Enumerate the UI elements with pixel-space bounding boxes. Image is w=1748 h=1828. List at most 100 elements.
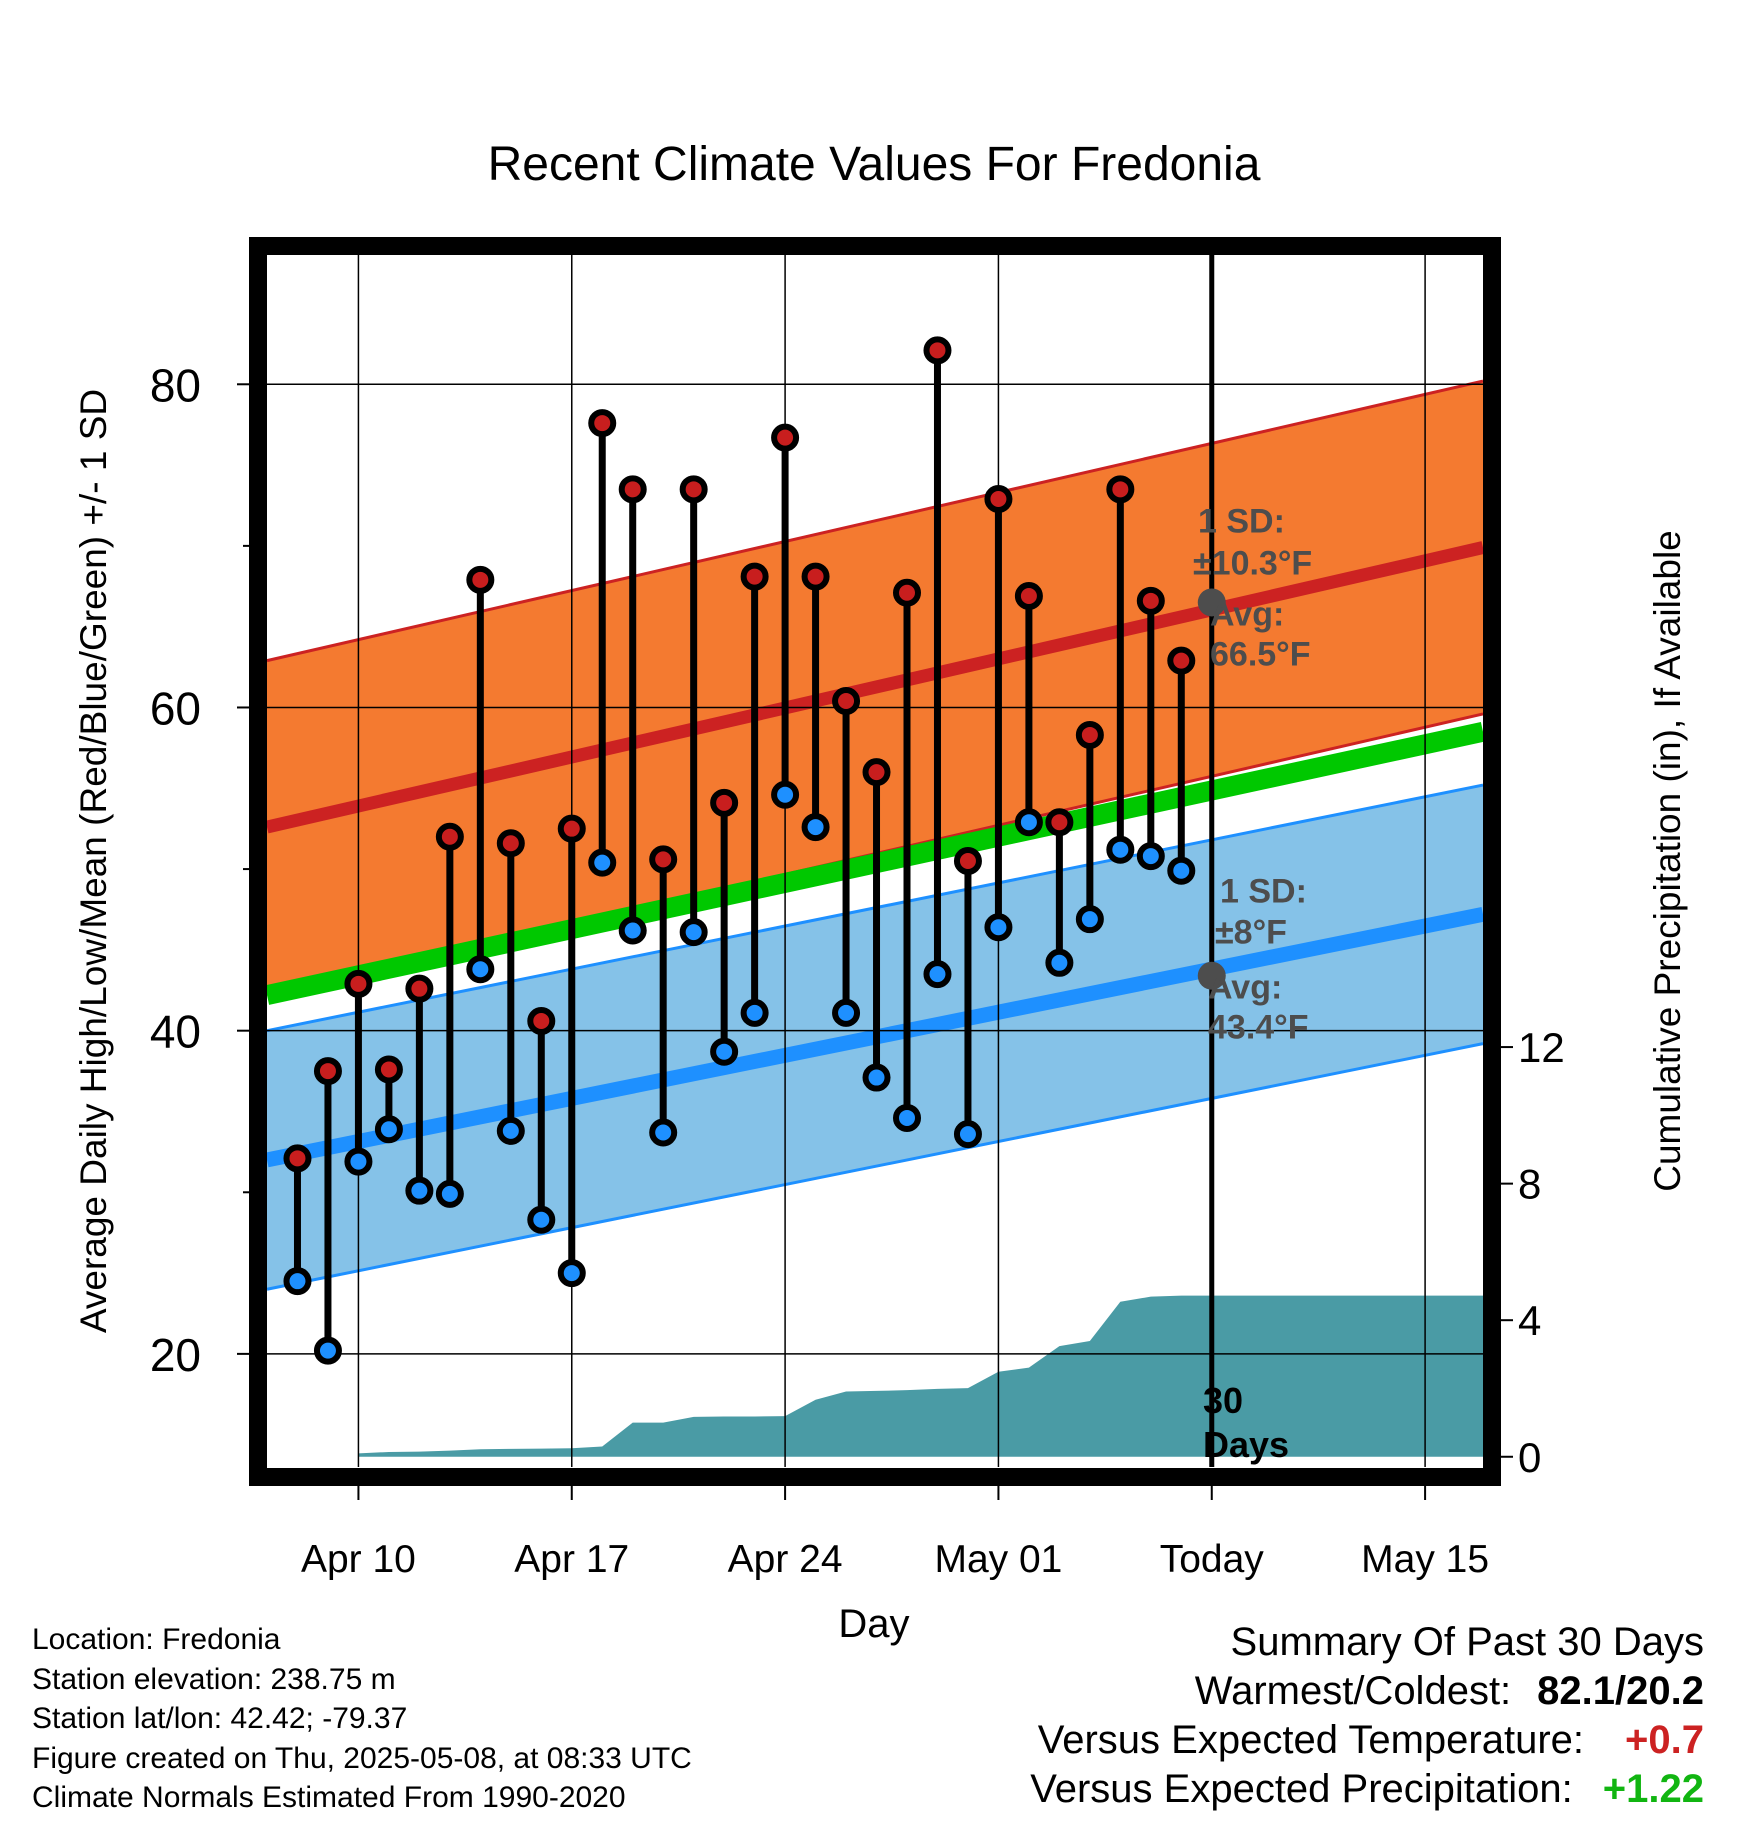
low-today-average-marker [1197,961,1226,990]
days-label-number: 30 [1203,1380,1243,1421]
low-temp-point [1167,856,1196,885]
x-axis-label: Day [838,1602,909,1646]
low-sd-value: ±8°F [1215,914,1287,952]
high-today-average-marker [1197,588,1226,617]
high-temp-point [893,578,921,607]
low-temp-point [618,916,647,945]
high-normal-band-upper-edge [266,379,1484,663]
low-temp-point [283,1267,312,1296]
high-temp-point [771,423,800,452]
warm-cold-value: 82.1/20.2 [1537,1669,1704,1713]
high-temp-point [1167,646,1196,675]
low-avg-value: 43.4°F [1208,1009,1309,1047]
high-temp-point [679,475,708,504]
low-temp-point [679,918,708,947]
high-temp-point [923,336,952,365]
y2-tick-label: 4 [1518,1297,1541,1344]
high-temp-point [710,788,739,817]
high-temp-point [862,758,891,787]
high-temp-point [466,565,495,594]
y2-tick-label: 8 [1518,1161,1541,1208]
temp-value: +0.7 [1625,1718,1704,1762]
low-temp-point [710,1037,739,1066]
low-temp-point [862,1063,891,1092]
low-temp-point [344,1147,373,1176]
high-temp-point [374,1055,403,1084]
temp-row: Versus Expected Temperature: +0.7 [1030,1716,1704,1765]
high-temp-point [1106,475,1135,504]
chart-title: Recent Climate Values For Fredonia [488,138,1261,191]
y-tick-label: 40 [150,1006,201,1058]
y-tick-label: 20 [150,1329,201,1381]
high-temp-point [1075,720,1104,749]
low-normal-band-lower-edge [266,1042,1484,1291]
y2-tick-label: 0 [1518,1434,1541,1481]
high-temp-point [649,845,678,874]
days-label-text: Days [1203,1424,1289,1465]
high-temp-point [527,1006,556,1035]
low-temp-point [771,780,800,809]
low-temp-point [953,1120,982,1149]
high-sd-value: ±10.3°F [1193,544,1312,582]
high-temp-point [1014,581,1043,610]
low-temp-point [649,1118,678,1147]
high-temp-point [435,822,464,851]
summary-title: Summary Of Past 30 Days [1230,1620,1704,1664]
low-temp-point [1136,842,1165,871]
latlon-text: Station lat/lon: 42.42; -79.37 [32,1702,408,1735]
low-avg-label: Avg: [1208,969,1282,1007]
high-temp-point [313,1057,342,1086]
high-avg-value: 66.5°F [1210,635,1311,673]
precipitation-area [358,1295,1483,1457]
low-temp-point [801,813,830,842]
x-tick-label: Apr 10 [301,1538,416,1581]
x-tick-label: May 01 [934,1538,1062,1581]
normals-text: Climate Normals Estimated From 1990-2020 [32,1781,626,1814]
low-temp-point [435,1179,464,1208]
y2-tick-label: 12 [1518,1024,1565,1071]
high-temp-point [496,829,525,858]
temp-label: Versus Expected Temperature: [1037,1718,1584,1762]
low-temp-point [527,1205,556,1234]
high-sd-label: 1 SD: [1198,502,1285,540]
low-temp-point [740,998,769,1027]
y2-axis-label: Cumulative Precipitation (in), If Availa… [1647,530,1688,1192]
low-temp-point [313,1336,342,1365]
low-temp-point [1014,808,1043,837]
high-temp-point [618,475,647,504]
high-temp-point [1136,586,1165,615]
low-temp-point [923,960,952,989]
elevation-text: Station elevation: 238.75 m [32,1662,396,1696]
location-text: Location: Fredonia [32,1623,281,1656]
y-tick-label: 80 [150,359,201,411]
high-mean-line [265,541,1485,834]
low-temp-point [588,848,617,877]
x-tick-label: Apr 24 [728,1538,843,1581]
low-sd-label: 1 SD: [1220,873,1307,911]
high-temp-point [588,409,617,438]
low-temp-point [405,1176,434,1205]
high-avg-label: Avg: [1210,595,1284,633]
high-temp-point [557,814,586,843]
high-temp-point [832,687,861,716]
warm-cold-label: Warmest/Coldest: [1194,1669,1512,1713]
created-text: Figure created on Thu, 2025-05-08, at 08… [32,1741,692,1775]
y-tick-label: 60 [150,682,201,734]
high-temp-point [1045,808,1074,837]
low-temp-point [893,1103,921,1132]
precip-row: Versus Expected Precipitation: +1.22 [1030,1765,1704,1814]
low-temp-point [1106,835,1135,864]
high-temp-point [984,485,1013,514]
summary-panel: Summary Of Past 30 Days Warmest/Coldest:… [1030,1618,1704,1814]
x-tick-label: Today [1160,1538,1265,1581]
low-temp-point [557,1259,586,1288]
x-tick-label: May 15 [1361,1538,1489,1581]
low-temp-point [374,1115,403,1144]
high-temp-point [405,974,434,1003]
high-temp-point [801,562,830,591]
high-temp-point [740,562,769,591]
high-temp-point [283,1144,312,1173]
plot-frame [249,237,1501,1486]
low-temp-point [496,1116,525,1145]
